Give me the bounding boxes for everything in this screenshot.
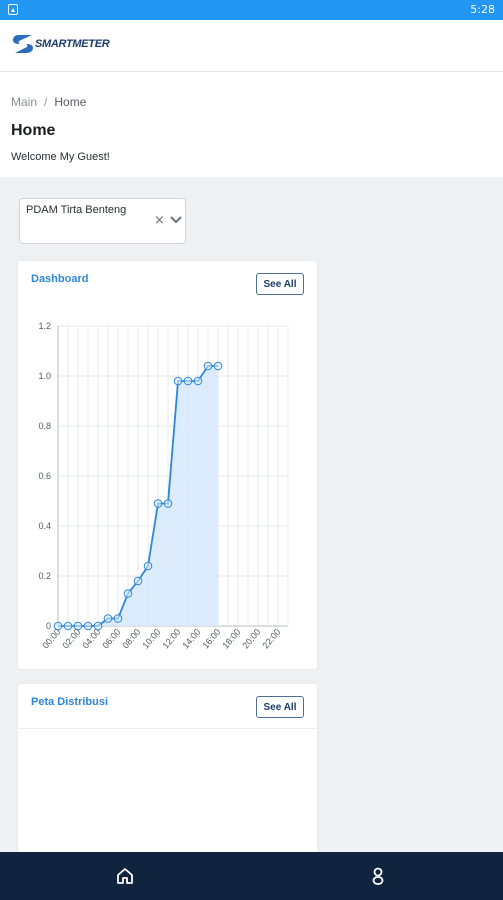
usage-area <box>58 366 218 626</box>
x-tick-label: 08:00 <box>120 627 142 651</box>
card-divider <box>18 728 317 729</box>
data-point <box>113 614 123 623</box>
status-bar: 5:28 <box>0 0 503 20</box>
user-icon[interactable] <box>366 864 390 888</box>
usage-chart: 0 0.2 0.4 0.6 0.8 1.0 1.2 00:0002:0004:0006:000… <box>38 321 289 651</box>
breadcrumb-separator: / <box>44 95 48 109</box>
breadcrumb: Main / Home <box>11 95 86 109</box>
y-tick-label: 1.0 <box>38 371 51 381</box>
x-tick-label: 14:00 <box>180 627 202 651</box>
y-tick-label: 0.2 <box>38 571 51 581</box>
y-tick-label: 0.4 <box>38 521 51 531</box>
clear-icon[interactable]: × <box>154 213 165 228</box>
data-point <box>193 376 203 386</box>
company-select-value: PDAM Tirta Benteng <box>26 204 127 216</box>
data-point <box>63 621 73 631</box>
data-point <box>213 361 223 371</box>
logo-text: SMARTMETER <box>35 38 110 50</box>
data-point <box>93 621 103 631</box>
x-tick-label: 20:00 <box>240 627 262 651</box>
y-tick-label: 1.2 <box>38 321 51 331</box>
app-bar: SMARTMETER <box>0 20 503 72</box>
distribution-map-title: Peta Distribusi <box>31 696 109 708</box>
x-tick-label: 18:00 <box>220 627 242 651</box>
x-tick-label: 00:00 <box>40 627 62 651</box>
page-title: Home <box>11 122 56 139</box>
data-point <box>73 621 83 631</box>
distribution-map-card: Peta Distribusi See All <box>18 684 317 854</box>
dashboard-title: Dashboard <box>31 273 89 285</box>
dashboard-see-all-button[interactable]: See All <box>256 273 304 295</box>
chevron-down-icon[interactable] <box>170 216 182 224</box>
data-point <box>123 589 133 598</box>
x-tick-label: 16:00 <box>200 627 222 651</box>
x-tick-label: 10:00 <box>140 627 162 651</box>
app-logo[interactable]: SMARTMETER <box>12 34 110 54</box>
data-point <box>133 576 143 586</box>
y-tick-label: 0 <box>46 621 51 631</box>
smartmeter-logo-icon <box>13 35 33 53</box>
x-tick-label: 06:00 <box>100 627 122 651</box>
company-select[interactable]: PDAM Tirta Benteng × <box>19 198 186 244</box>
data-point <box>143 561 153 571</box>
x-tick-label: 22:00 <box>260 627 282 651</box>
welcome-text: Welcome My Guest! <box>11 151 110 163</box>
x-tick-label: 12:00 <box>160 627 182 651</box>
breadcrumb-main[interactable]: Main <box>11 95 38 109</box>
data-point <box>153 499 163 508</box>
data-point <box>173 376 183 386</box>
status-time: 5:28 <box>470 3 495 16</box>
distribution-map-see-all-button[interactable]: See All <box>256 696 304 718</box>
data-point <box>183 376 193 386</box>
x-tick-label: 04:00 <box>80 627 102 651</box>
bottom-navigation <box>0 852 503 900</box>
dashboard-card: Dashboard See All 0 0.2 0.4 0.6 0.8 1.0 1.2 00:… <box>18 261 317 669</box>
notification-icon <box>8 4 18 15</box>
page-header: Main / Home Home Welcome My Guest! <box>0 72 503 177</box>
x-tick-label: 02:00 <box>60 627 82 651</box>
y-tick-label: 0.6 <box>38 471 51 481</box>
home-icon[interactable] <box>113 864 137 888</box>
data-point <box>203 361 213 371</box>
data-point <box>103 614 113 623</box>
data-point <box>53 621 63 631</box>
data-point <box>163 499 173 508</box>
breadcrumb-current: Home <box>54 95 87 109</box>
data-point <box>83 621 93 631</box>
y-tick-label: 0.8 <box>38 421 51 431</box>
